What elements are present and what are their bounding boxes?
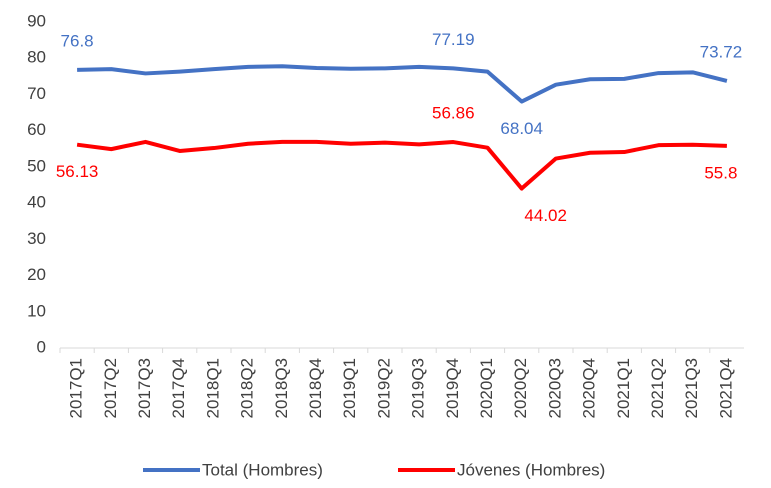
x-tick-label: 2019Q2 [374, 358, 393, 419]
x-tick-label: 2018Q2 [238, 358, 257, 419]
y-tick-label: 40 [27, 193, 46, 212]
x-tick-label: 2020Q2 [511, 358, 530, 419]
y-tick-label: 30 [27, 229, 46, 248]
x-tick-label: 2019Q3 [409, 358, 428, 419]
x-tick-label: 2017Q3 [135, 358, 154, 419]
x-tick-label: 2020Q3 [545, 358, 564, 419]
x-tick-label: 2017Q4 [169, 358, 188, 419]
data-label: 73.72 [700, 42, 743, 61]
y-tick-label: 10 [27, 301, 46, 320]
legend-label: Total (Hombres) [202, 460, 323, 479]
x-tick-label: 2018Q4 [306, 358, 325, 419]
y-tick-label: 50 [27, 156, 46, 175]
x-tick-label: 2019Q4 [443, 358, 462, 419]
data-label: 77.19 [432, 30, 475, 49]
series-line [77, 64, 728, 104]
data-label: 76.8 [61, 31, 94, 50]
data-label: 68.04 [500, 119, 543, 138]
y-tick-label: 70 [27, 84, 46, 103]
x-tick-label: 2017Q2 [101, 358, 120, 419]
y-tick-label: 0 [37, 337, 46, 356]
y-tick-label: 80 [27, 48, 46, 67]
data-label: 56.13 [56, 162, 99, 181]
y-tick-label: 90 [27, 11, 46, 30]
x-tick-label: 2021Q3 [682, 358, 701, 419]
data-label: 56.86 [432, 104, 475, 123]
series-line [76, 139, 727, 191]
y-tick-label: 20 [27, 265, 46, 284]
x-tick-label: 2019Q1 [340, 358, 359, 419]
x-tick-label: 2018Q1 [203, 358, 222, 419]
x-tick-label: 2021Q2 [648, 358, 667, 419]
x-tick-label: 2020Q4 [580, 358, 599, 419]
x-tick-label: 2020Q1 [477, 358, 496, 419]
legend-label: Jóvenes (Hombres) [457, 460, 605, 479]
x-tick-label: 2021Q1 [614, 358, 633, 419]
x-tick-label: 2017Q1 [67, 358, 86, 419]
data-label: 55.8 [704, 163, 737, 182]
x-tick-label: 2021Q4 [716, 358, 735, 419]
y-tick-label: 60 [27, 120, 46, 139]
data-label: 44.02 [524, 206, 567, 225]
x-tick-label: 2018Q3 [272, 358, 291, 419]
